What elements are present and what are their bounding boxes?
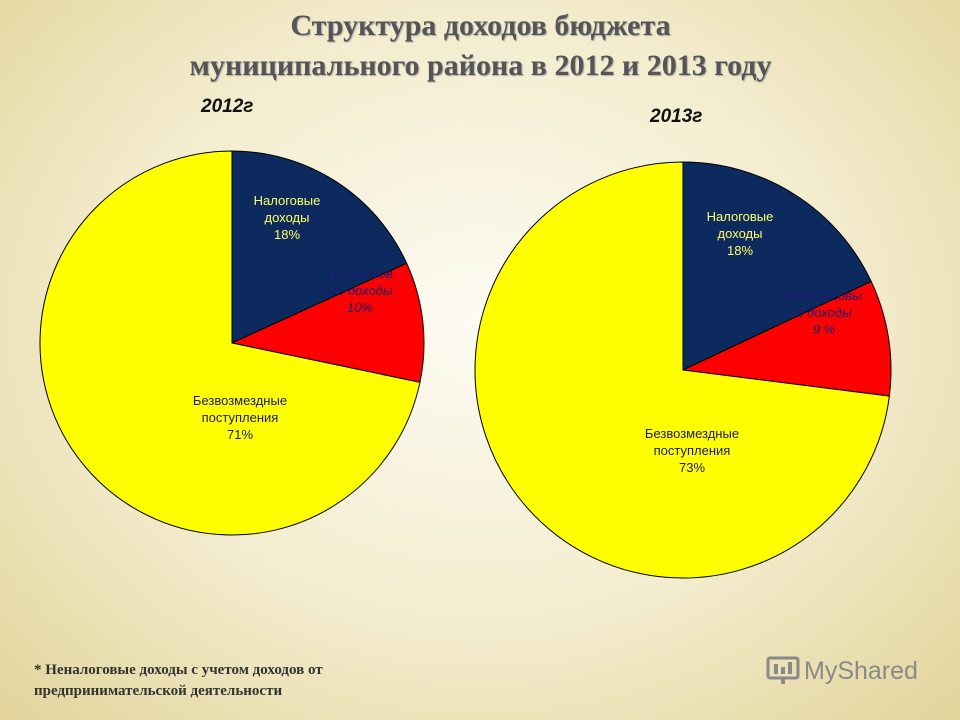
footnote-line-2: предпринимательской деятельности [34, 683, 283, 699]
pie-slice-label-0-2: Безвозмездные поступления 71% [193, 393, 287, 442]
page-title: Структура доходов бюджета муниципального… [0, 6, 960, 86]
presentation-board-icon [766, 656, 800, 684]
watermark-text: MyShared [804, 656, 918, 685]
footnote-line-1: * Неналоговые доходы с учетом доходов от [34, 662, 323, 678]
pie-slice-label-1-0: Налоговые доходы 18% [707, 209, 774, 258]
title-line-1: Структура доходов бюджета [290, 9, 671, 42]
title-line-2: муниципального района в 2012 и 2013 году [189, 49, 772, 82]
pie-slice-label-0-0: Налоговые доходы 18% [254, 193, 321, 242]
chart-title-2013: 2013г [650, 106, 703, 127]
pie-slice-1-2 [474, 161, 890, 579]
watermark: MyShared [766, 656, 918, 686]
pie-slice-1-1 [681, 280, 892, 397]
chart-title-2012: 2012г [201, 96, 254, 117]
pie-slice-label-1-2: Безвозмездные поступления 73% [645, 426, 739, 475]
pie-slice-label-1-1: Неналоговы е доходы 9 % [786, 288, 862, 337]
footnote: * Неналоговые доходы с учетом доходов от… [34, 660, 323, 702]
pie-slice-0-2 [39, 150, 421, 536]
pie-slice-1-0 [682, 161, 872, 371]
pie-slice-0-0 [231, 150, 408, 344]
pie-slice-label-0-1: Неналогов ые доходы 10% [327, 266, 393, 315]
